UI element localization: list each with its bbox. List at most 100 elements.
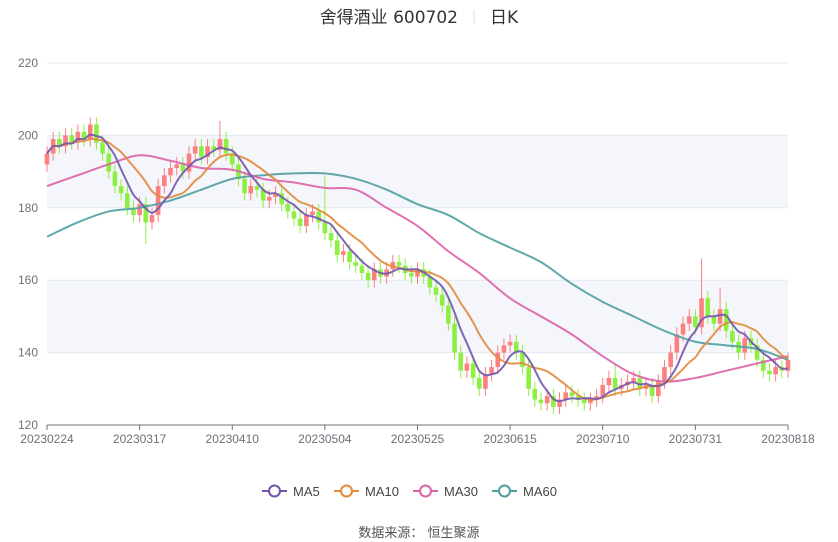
candle-body — [248, 186, 254, 194]
candle-body — [631, 377, 636, 382]
candle-body — [63, 135, 68, 147]
candle-body — [507, 341, 513, 346]
candle — [705, 291, 711, 324]
candle-body — [674, 334, 680, 353]
legend: MA5 MA10 MA30 MA60 — [262, 484, 557, 499]
candle-body — [310, 211, 315, 216]
candle-body — [526, 367, 531, 389]
candle — [94, 117, 99, 150]
candle-body — [520, 352, 525, 368]
candle — [507, 334, 513, 353]
candle-body — [446, 305, 451, 324]
candle — [464, 356, 470, 378]
candle-body — [322, 222, 328, 234]
candle-body — [143, 204, 149, 223]
y-tick-label: 160 — [18, 273, 38, 287]
legend-item-ma10[interactable]: MA10 — [334, 484, 399, 499]
candle — [69, 128, 74, 150]
period-label[interactable]: 日K — [490, 8, 519, 28]
candle-body — [174, 164, 179, 168]
candle — [588, 392, 593, 411]
candle-body — [415, 269, 420, 277]
legend-item-ma5[interactable]: MA5 — [262, 484, 320, 499]
ma60-line — [46, 171, 789, 361]
data-source: 数据来源： 恒生聚源 — [358, 526, 479, 541]
legend-item-ma60[interactable]: MA60 — [492, 484, 557, 499]
candle-body — [495, 352, 501, 368]
candle-body — [569, 392, 575, 397]
candle-body — [581, 399, 587, 404]
candle-body — [427, 276, 433, 288]
candle — [600, 377, 606, 404]
candle-body — [563, 392, 568, 400]
candle — [279, 186, 284, 212]
x-tick-label: 20230731 — [669, 432, 723, 446]
x-tick-label: 20230410 — [206, 432, 260, 446]
candle-body — [458, 352, 464, 371]
candle-body — [544, 396, 550, 404]
x-tick-label: 20230504 — [298, 432, 352, 446]
candle — [520, 345, 525, 375]
candle-body — [199, 146, 204, 158]
candle-body — [100, 142, 105, 154]
candle — [155, 178, 161, 223]
candle — [637, 370, 643, 397]
candle-body — [162, 175, 167, 187]
candle-body — [600, 385, 606, 397]
y-tick-label: 220 — [18, 56, 38, 70]
candle — [396, 254, 402, 273]
background-bands — [47, 135, 788, 353]
y-tick-label: 140 — [18, 346, 38, 360]
candle — [131, 200, 136, 223]
candle — [433, 280, 439, 302]
candle-body — [773, 367, 778, 375]
candle-body — [730, 330, 735, 342]
candle-body — [304, 215, 309, 226]
candle-body — [137, 204, 142, 216]
candle — [699, 258, 704, 335]
candle — [328, 225, 334, 248]
x-tick-label: 20230710 — [576, 432, 630, 446]
candle — [199, 139, 204, 165]
candle — [730, 323, 735, 349]
candle-body — [588, 399, 593, 404]
candle — [248, 178, 254, 201]
candle-body — [433, 287, 439, 295]
candle-body — [551, 396, 556, 407]
candle — [304, 207, 309, 234]
candle — [551, 388, 556, 415]
candle — [668, 345, 673, 375]
candle-body — [131, 207, 136, 216]
candle — [686, 309, 692, 331]
x-tick-label: 20230525 — [391, 432, 445, 446]
moving-average-lines — [46, 133, 789, 403]
candle-body — [297, 218, 303, 226]
candle-body — [464, 363, 470, 371]
candle-body — [501, 345, 507, 353]
candle — [87, 117, 93, 147]
candle — [297, 211, 303, 234]
candle — [514, 334, 519, 360]
legend-item-ma30[interactable]: MA30 — [413, 484, 478, 499]
candle — [711, 309, 717, 331]
candle-body — [44, 153, 50, 165]
candle-body — [291, 211, 297, 219]
candle — [112, 164, 118, 194]
candle — [168, 160, 173, 183]
candle-body — [767, 370, 772, 375]
candle — [656, 374, 661, 404]
candle-body — [699, 298, 704, 328]
candle-body — [514, 341, 519, 353]
candle — [563, 385, 568, 407]
candle — [205, 139, 210, 165]
candle — [371, 262, 377, 288]
candle — [174, 157, 179, 176]
candle-body — [489, 367, 494, 375]
candle — [186, 146, 192, 179]
legend-label: MA10 — [365, 484, 399, 499]
candle — [322, 175, 328, 241]
candle — [439, 287, 445, 313]
candle-body — [754, 345, 760, 360]
x-axis: 20230224 20230317 20230410 20230504 20230525… — [20, 424, 815, 446]
